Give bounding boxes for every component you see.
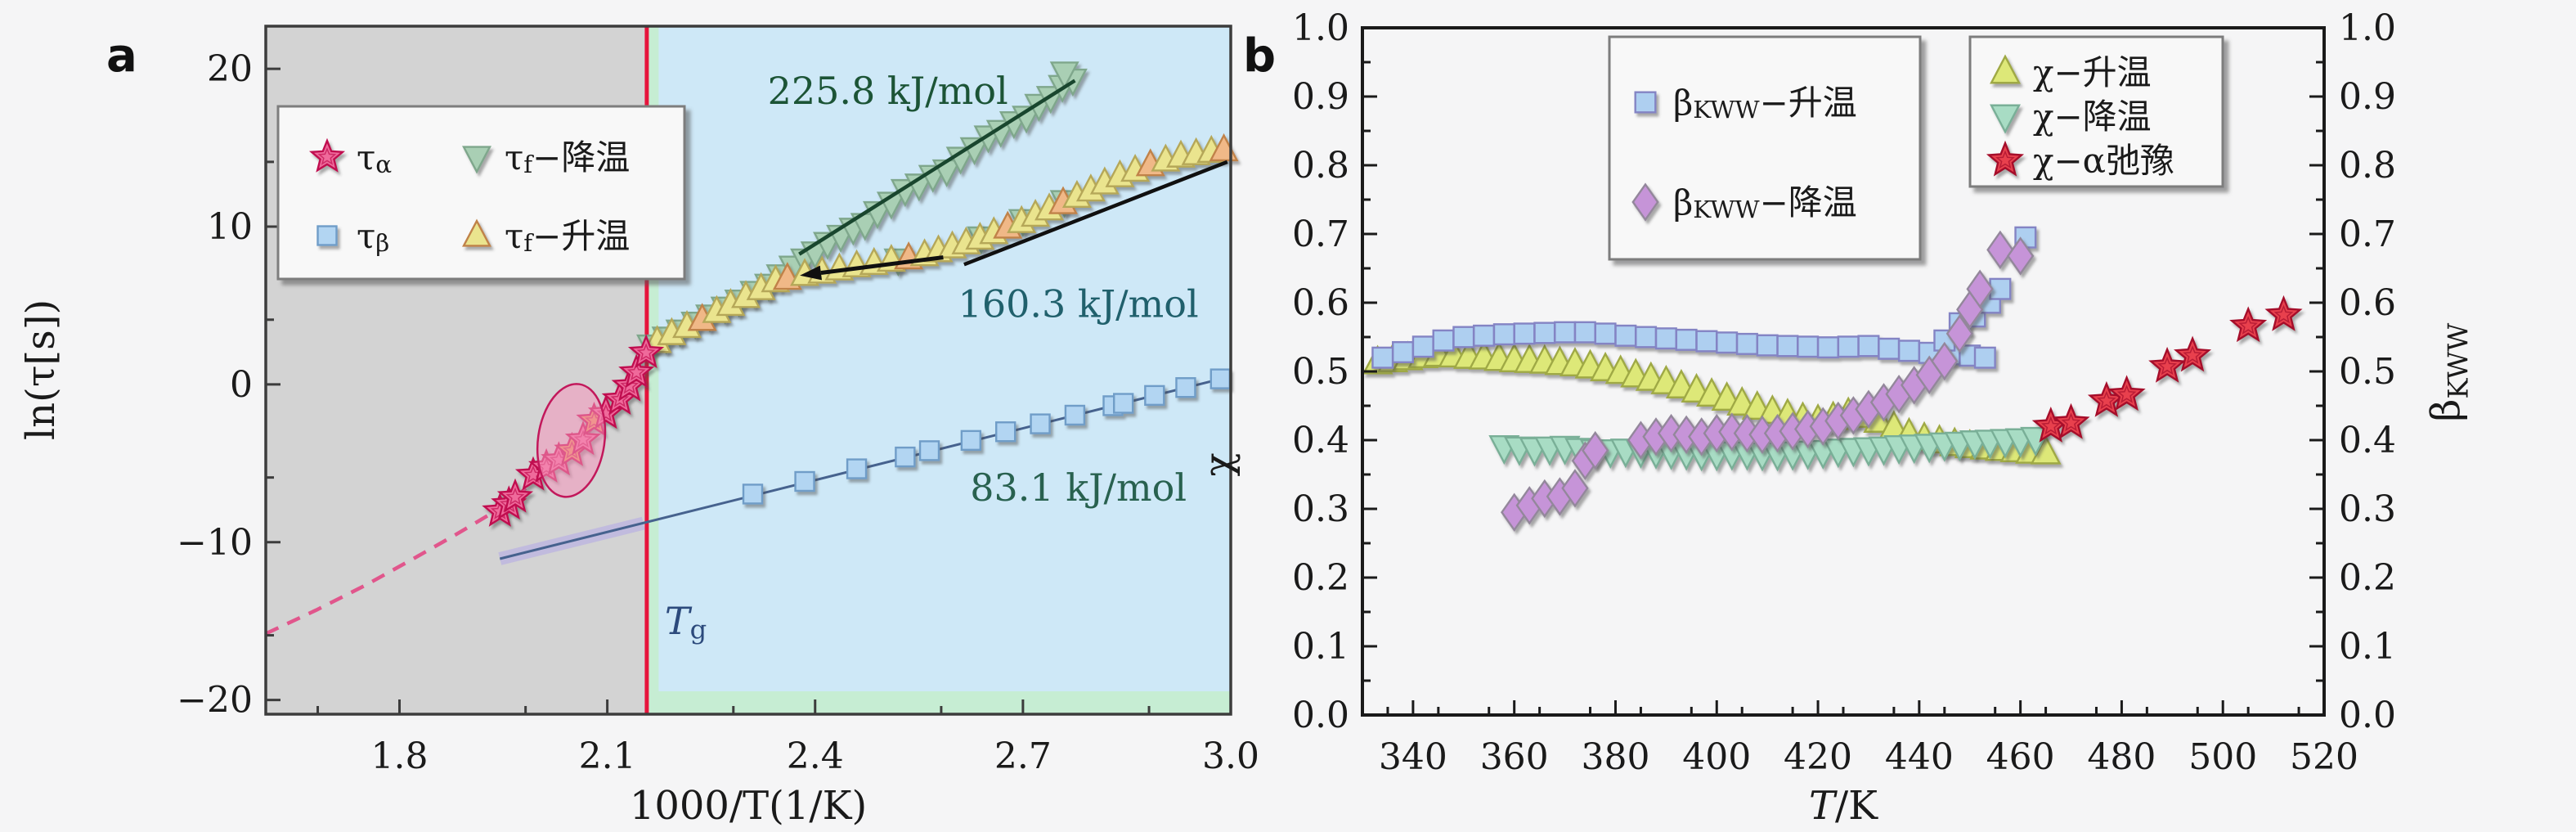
svg-text:0.8: 0.8 xyxy=(2339,145,2396,187)
svg-text:440: 440 xyxy=(1885,736,1954,778)
legend-marker-tri_down xyxy=(1990,104,2021,134)
svg-text:0.0: 0.0 xyxy=(2339,695,2396,736)
fit-225-line xyxy=(798,79,1076,256)
legend-marker-tri_up xyxy=(1990,54,2021,84)
svg-text:−20: −20 xyxy=(177,679,253,721)
x-axis-title: T/K xyxy=(1809,783,1878,829)
legend-label: τf−降温 xyxy=(505,137,630,179)
legend-label: χ−α弛豫 xyxy=(2033,141,2174,181)
svg-text:0.2: 0.2 xyxy=(2339,557,2396,599)
legend-marker-diamond xyxy=(1631,182,1659,222)
panel-a-axes: 1.8 2.1 2.4 2.7 3.0 −20 −10 0 10 20 1000/T(1/K) ln(… xyxy=(18,25,1259,829)
legend-label: βKWW−降温 xyxy=(1673,182,1857,224)
legend-marker-star xyxy=(308,137,346,173)
svg-text:0.3: 0.3 xyxy=(2339,488,2396,530)
svg-text:500: 500 xyxy=(2188,736,2257,778)
svg-text:1.0: 1.0 xyxy=(1292,7,1349,49)
svg-text:0.8: 0.8 xyxy=(1292,145,1349,187)
svg-text:0.1: 0.1 xyxy=(2339,626,2396,668)
svg-text:0: 0 xyxy=(230,363,253,405)
y-axis-title: χ xyxy=(1196,452,1241,476)
svg-text:0.7: 0.7 xyxy=(2339,214,2396,255)
svg-text:340: 340 xyxy=(1379,736,1447,778)
svg-text:0.6: 0.6 xyxy=(1292,282,1349,324)
legend-label: τα xyxy=(357,137,392,179)
svg-text:520: 520 xyxy=(2290,736,2358,778)
series-chi-alpha-relaxation xyxy=(2031,295,2303,443)
series-tau-beta xyxy=(742,368,1231,505)
svg-text:1.8: 1.8 xyxy=(370,735,428,777)
svg-text:0.9: 0.9 xyxy=(1292,76,1349,118)
svg-text:0.6: 0.6 xyxy=(2339,282,2396,324)
activation-energy-cooling: 225.8 kJ/mol xyxy=(768,69,1008,113)
panel-b-legend-0: βKWW−升温 βKWW−降温 xyxy=(1608,35,1922,261)
svg-text:0.4: 0.4 xyxy=(1292,420,1349,461)
svg-text:400: 400 xyxy=(1682,736,1751,778)
mint-strip-bottom xyxy=(648,691,1231,714)
y2-axis-title: βKWW xyxy=(2423,322,2475,421)
panel-b-label: b xyxy=(1243,29,1277,83)
activation-energy-heating: 160.3 kJ/mol xyxy=(958,281,1199,326)
svg-text:0.4: 0.4 xyxy=(2339,420,2396,461)
series-beta-kww-cooling xyxy=(1501,230,2035,532)
svg-text:0.3: 0.3 xyxy=(1292,488,1349,530)
direction-arrow xyxy=(800,255,944,281)
svg-text:−10: −10 xyxy=(177,521,253,563)
legend-label: χ−升温 xyxy=(2033,52,2152,92)
tg-annotation: Tg xyxy=(665,599,707,645)
panel-b-legend-1: χ−升温 χ−降温χ−α弛豫 xyxy=(1968,35,2224,188)
svg-text:380: 380 xyxy=(1581,736,1649,778)
activation-energy-beta: 83.1 kJ/mol xyxy=(970,465,1187,510)
svg-text:0.5: 0.5 xyxy=(1292,351,1349,393)
legend-label: βKWW−升温 xyxy=(1673,83,1857,124)
svg-text:0.2: 0.2 xyxy=(1292,557,1349,599)
legend-marker-square xyxy=(316,225,338,246)
svg-text:10: 10 xyxy=(207,205,253,247)
svg-text:2.1: 2.1 xyxy=(579,735,636,777)
svg-text:0.7: 0.7 xyxy=(1292,214,1349,255)
panel-a-label: a xyxy=(106,29,137,83)
svg-text:0.0: 0.0 xyxy=(1292,695,1349,736)
legend-label: τβ xyxy=(357,216,389,258)
fit-160-line xyxy=(963,160,1228,267)
panel-a-legend-0: τα τf−降温 τβ τf−升温 xyxy=(276,105,686,281)
svg-text:1.0: 1.0 xyxy=(2339,7,2396,49)
svg-text:2.4: 2.4 xyxy=(787,735,844,777)
svg-text:480: 480 xyxy=(2087,736,2156,778)
svg-text:360: 360 xyxy=(1480,736,1549,778)
legend-label: τf−升温 xyxy=(505,216,630,258)
legend-marker-tri_down xyxy=(462,146,491,174)
svg-text:3.0: 3.0 xyxy=(1202,735,1259,777)
svg-text:0.9: 0.9 xyxy=(2339,76,2396,118)
legend-marker-star xyxy=(1986,140,2025,177)
y-axis-title: ln(τ[s]) xyxy=(18,299,64,440)
svg-text:420: 420 xyxy=(1784,736,1852,778)
svg-text:460: 460 xyxy=(1986,736,2055,778)
svg-text:20: 20 xyxy=(207,48,253,90)
x-axis-title: 1000/T(1/K) xyxy=(630,783,867,829)
highlight-ellipse xyxy=(536,383,607,498)
svg-text:0.5: 0.5 xyxy=(2339,351,2396,393)
svg-text:2.7: 2.7 xyxy=(994,735,1052,777)
legend-marker-square xyxy=(1634,91,1657,114)
legend-label: χ−降温 xyxy=(2033,97,2152,137)
svg-text:0.1: 0.1 xyxy=(1292,626,1349,668)
legend-marker-tri_up xyxy=(462,218,491,247)
